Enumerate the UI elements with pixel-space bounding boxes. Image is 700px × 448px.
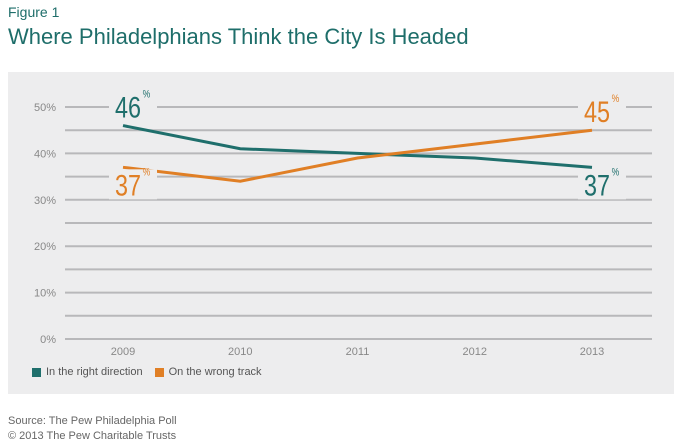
data-label-suffix: % — [143, 89, 151, 101]
data-label-suffix: % — [612, 166, 620, 178]
chart-panel — [8, 72, 674, 394]
legend-item-right-direction: In the right direction — [32, 366, 143, 378]
x-tick-label: 2010 — [228, 346, 252, 358]
x-tick-label: 2011 — [346, 346, 370, 358]
y-tick-label: 10% — [34, 288, 56, 300]
legend-item-wrong-track: On the wrong track — [154, 366, 262, 378]
y-tick-label: 30% — [34, 195, 56, 207]
label-bg — [109, 91, 157, 122]
source-note: Source: The Pew Philadelphia Poll © 2013 … — [8, 414, 177, 444]
legend-label: In the right direction — [46, 366, 143, 378]
chart-title: Where Philadelphians Think the City Is H… — [8, 24, 469, 49]
copyright-text: © 2013 The Pew Charitable Trusts — [8, 430, 177, 442]
legend-label: On the wrong track — [168, 366, 262, 378]
data-label-suffix: % — [612, 93, 620, 105]
legend-swatch — [154, 367, 164, 377]
label-bg — [109, 169, 157, 200]
y-tick-label: 50% — [34, 102, 56, 114]
series-line — [122, 128, 593, 183]
legend-swatch — [32, 367, 41, 377]
source-text: Source: The Pew Philadelphia Poll — [8, 415, 177, 427]
x-tick-label: 2013 — [580, 346, 604, 358]
x-tick-label: 2009 — [111, 346, 135, 358]
data-label-suffix: % — [143, 166, 151, 178]
label-bg — [578, 96, 626, 127]
y-tick-label: 0% — [40, 334, 56, 346]
y-tick-label: 20% — [34, 241, 56, 253]
figure-label: Figure 1 — [8, 4, 60, 20]
x-tick-label: 2012 — [463, 346, 487, 358]
series-line — [122, 124, 593, 169]
label-bg — [578, 169, 626, 200]
y-tick-label: 40% — [34, 148, 56, 160]
legend: In the right direction On the wrong trac… — [32, 366, 262, 378]
